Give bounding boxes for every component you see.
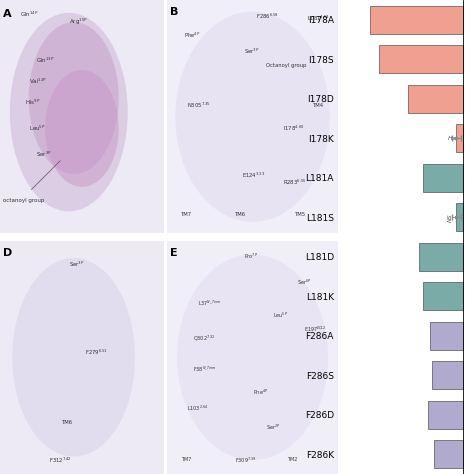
Text: Ser$^{6P}$: Ser$^{6P}$: [297, 278, 311, 287]
Text: TM7: TM7: [181, 457, 191, 463]
Bar: [408, 85, 463, 113]
Text: Pro$^{7P}$: Pro$^{7P}$: [244, 252, 258, 262]
Text: F286$^{6.58}$: F286$^{6.58}$: [256, 12, 279, 21]
Text: Ser$^{3P}$: Ser$^{3P}$: [69, 259, 84, 268]
Ellipse shape: [45, 70, 118, 187]
Bar: [432, 361, 463, 389]
Text: Phe$^{4P}$: Phe$^{4P}$: [184, 30, 201, 40]
Text: F279$^{6.51}$: F279$^{6.51}$: [85, 348, 108, 357]
Text: N305$^{7.35}$: N305$^{7.35}$: [187, 100, 211, 109]
Bar: [419, 243, 463, 271]
Text: Arg$^{15P}$: Arg$^{15P}$: [69, 16, 88, 27]
Ellipse shape: [175, 12, 330, 222]
Text: NS: NS: [447, 213, 453, 221]
Text: D: D: [3, 247, 12, 257]
Text: E124$^{3.33}$: E124$^{3.33}$: [242, 171, 265, 180]
Text: F38$^{N\_Term}$: F38$^{N\_Term}$: [192, 365, 217, 374]
Text: A: A: [3, 9, 12, 19]
Text: I178$^{4.60}$: I178$^{4.60}$: [283, 124, 305, 133]
Ellipse shape: [163, 0, 343, 239]
Text: Q302$^{7.32}$: Q302$^{7.32}$: [192, 334, 215, 343]
Text: Ho: Ho: [447, 136, 456, 141]
Text: L181$^{4.63}$: L181$^{4.63}$: [308, 14, 330, 23]
Bar: [370, 6, 463, 34]
Text: Octanoyl group: Octanoyl group: [266, 63, 307, 68]
Text: TM6: TM6: [236, 212, 246, 217]
Text: TM2: TM2: [287, 457, 297, 463]
Text: R283$^{6.55}$: R283$^{6.55}$: [283, 177, 307, 187]
Bar: [434, 440, 463, 468]
Text: F309$^{7.39}$: F309$^{7.39}$: [236, 456, 257, 465]
Text: TM4: TM4: [313, 102, 324, 108]
Ellipse shape: [163, 235, 343, 474]
Text: L103$^{2.64}$: L103$^{2.64}$: [187, 404, 209, 413]
Text: Leu$^{5P}$: Leu$^{5P}$: [273, 310, 288, 320]
Ellipse shape: [177, 255, 328, 460]
Ellipse shape: [12, 258, 135, 456]
Ellipse shape: [28, 22, 118, 174]
Text: E: E: [170, 247, 178, 257]
Bar: [379, 46, 463, 73]
Ellipse shape: [0, 0, 168, 239]
Text: TM5: TM5: [295, 212, 307, 217]
Text: Val$^{12P}$: Val$^{12P}$: [29, 77, 47, 86]
Ellipse shape: [0, 235, 168, 474]
Text: His$^{9P}$: His$^{9P}$: [25, 98, 40, 108]
Text: TM6: TM6: [62, 420, 73, 425]
Bar: [456, 125, 463, 152]
Ellipse shape: [10, 13, 128, 211]
Bar: [423, 164, 463, 191]
Text: F312$^{7.42}$: F312$^{7.42}$: [49, 456, 72, 465]
Text: Gln$^{13P}$: Gln$^{13P}$: [36, 56, 55, 65]
Text: TM7: TM7: [181, 212, 191, 217]
Bar: [428, 401, 463, 428]
Text: octanoyl group: octanoyl group: [3, 199, 45, 203]
Text: Ser$^{2P}$: Ser$^{2P}$: [266, 423, 281, 432]
Text: Phe$^{4P}$: Phe$^{4P}$: [253, 388, 268, 397]
Text: B: B: [170, 7, 179, 17]
Bar: [423, 283, 463, 310]
Bar: [456, 203, 463, 231]
Text: L37$^{N\_Term}$: L37$^{N\_Term}$: [198, 299, 221, 308]
Text: E197$^{ECL2}$: E197$^{ECL2}$: [304, 325, 327, 334]
Text: Leu$^{5P}$: Leu$^{5P}$: [29, 124, 46, 133]
Text: Ser$^{3P}$: Ser$^{3P}$: [244, 47, 259, 56]
Bar: [430, 322, 463, 350]
Text: Gln$^{14P}$: Gln$^{14P}$: [19, 9, 38, 18]
Text: Ser$^{3P}$: Ser$^{3P}$: [36, 149, 52, 159]
